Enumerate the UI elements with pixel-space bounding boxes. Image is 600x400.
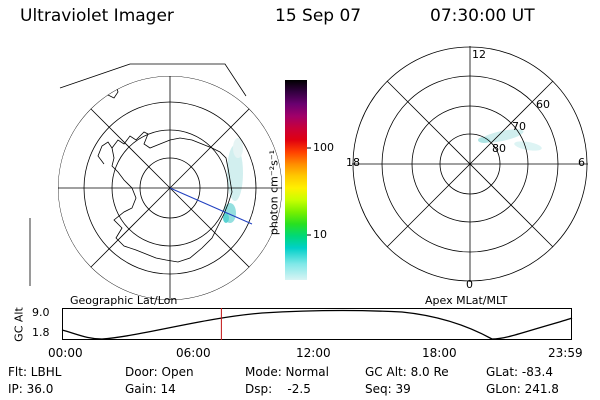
- altitude-ytick-high: 9.0: [32, 306, 50, 319]
- altitude-plot: [61, 308, 573, 340]
- magnetic-map: [352, 46, 588, 282]
- info-glat: GLat: -83.4: [486, 365, 553, 379]
- mlat-label-60: 60: [536, 98, 550, 111]
- info-door: Door: Open: [125, 365, 194, 379]
- altitude-xtick-0600: 06:00: [176, 346, 211, 360]
- info-ip: IP: 36.0: [8, 382, 54, 396]
- info-mode: Mode: Normal: [245, 365, 329, 379]
- mag-aurora: [478, 129, 542, 151]
- mlat-label-70: 70: [512, 120, 526, 133]
- mlt-label-12: 12: [472, 48, 486, 61]
- time-label: 07:30:00 UT: [430, 6, 535, 26]
- altitude-ylabel: GC Alt: [12, 307, 26, 342]
- info-gc-alt: GC Alt: 8.0 Re: [365, 365, 449, 379]
- colorbar-tick-100: 100: [313, 141, 334, 154]
- altitude-curve: [61, 309, 573, 340]
- colorbar: [285, 80, 311, 280]
- altitude-xtick-0000: 00:00: [48, 346, 83, 360]
- magnetic-map-label: Apex MLat/MLT: [425, 294, 508, 307]
- mlt-label-6: 6: [578, 156, 585, 169]
- geographic-map-label: Geographic Lat/Lon: [70, 294, 178, 307]
- info-seq: Seq: 39: [365, 382, 411, 396]
- colorbar-unit-label: photon cm⁻²s⁻¹: [267, 149, 281, 236]
- info-gain: Gain: 14: [125, 382, 176, 396]
- antarctica-coastline: [111, 131, 233, 263]
- geographic-map: [29, 63, 282, 300]
- info-glon: GLon: 241.8: [486, 382, 559, 396]
- info-filter: Flt: LBHL: [8, 365, 62, 379]
- date-label: 15 Sep 07: [275, 6, 362, 26]
- altitude-ytick-low: 1.8: [32, 326, 50, 339]
- sun-direction-line: [169, 187, 253, 225]
- altitude-xtick-2359: 23:59: [548, 346, 583, 360]
- colorbar-tick-10: 10: [313, 228, 327, 241]
- mlt-label-18: 18: [346, 156, 360, 169]
- altitude-xtick-1200: 12:00: [296, 346, 331, 360]
- geo-aurora: [223, 138, 243, 223]
- info-dsp: Dsp: -2.5: [245, 382, 311, 396]
- mlt-label-0: 0: [466, 278, 473, 291]
- altitude-xtick-1800: 18:00: [422, 346, 457, 360]
- instrument-title: Ultraviolet Imager: [20, 6, 174, 26]
- mlat-label-80: 80: [492, 142, 506, 155]
